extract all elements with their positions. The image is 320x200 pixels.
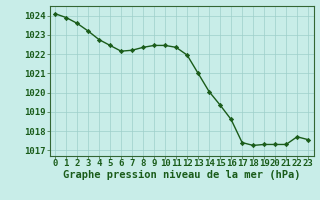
X-axis label: Graphe pression niveau de la mer (hPa): Graphe pression niveau de la mer (hPa) xyxy=(63,170,300,180)
